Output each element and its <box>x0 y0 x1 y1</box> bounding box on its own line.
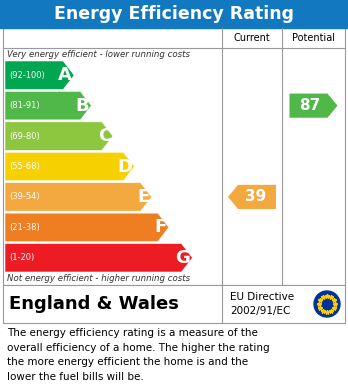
Polygon shape <box>5 183 152 211</box>
Text: England & Wales: England & Wales <box>9 295 179 313</box>
Bar <box>3 285 345 323</box>
Text: E: E <box>137 188 150 206</box>
Polygon shape <box>5 122 113 150</box>
Text: D: D <box>117 158 132 176</box>
Text: (69-80): (69-80) <box>9 131 40 141</box>
Polygon shape <box>228 185 276 209</box>
Text: (21-38): (21-38) <box>9 223 40 232</box>
Circle shape <box>314 291 340 317</box>
Text: 39: 39 <box>245 189 267 204</box>
Text: G: G <box>176 249 190 267</box>
Text: F: F <box>155 218 167 236</box>
Text: C: C <box>98 127 111 145</box>
Text: B: B <box>76 97 89 115</box>
Bar <box>0 0 348 28</box>
Text: (55-68): (55-68) <box>9 162 40 171</box>
Polygon shape <box>290 93 338 118</box>
Polygon shape <box>5 152 134 181</box>
Text: A: A <box>58 66 72 84</box>
Polygon shape <box>5 244 192 272</box>
Text: Very energy efficient - lower running costs: Very energy efficient - lower running co… <box>7 50 190 59</box>
Polygon shape <box>5 213 169 242</box>
Text: Energy Efficiency Rating: Energy Efficiency Rating <box>54 5 294 23</box>
Text: EU Directive
2002/91/EC: EU Directive 2002/91/EC <box>230 292 294 316</box>
Text: Potential: Potential <box>292 33 335 43</box>
Text: Not energy efficient - higher running costs: Not energy efficient - higher running co… <box>7 274 190 283</box>
Polygon shape <box>5 61 74 90</box>
Bar <box>3 28 345 285</box>
Text: Current: Current <box>234 33 270 43</box>
Text: 87: 87 <box>299 98 320 113</box>
Text: (1-20): (1-20) <box>9 253 34 262</box>
Text: The energy efficiency rating is a measure of the
overall efficiency of a home. T: The energy efficiency rating is a measur… <box>7 328 270 382</box>
Polygon shape <box>5 91 92 120</box>
Text: (81-91): (81-91) <box>9 101 40 110</box>
Text: (39-54): (39-54) <box>9 192 40 201</box>
Text: (92-100): (92-100) <box>9 71 45 80</box>
